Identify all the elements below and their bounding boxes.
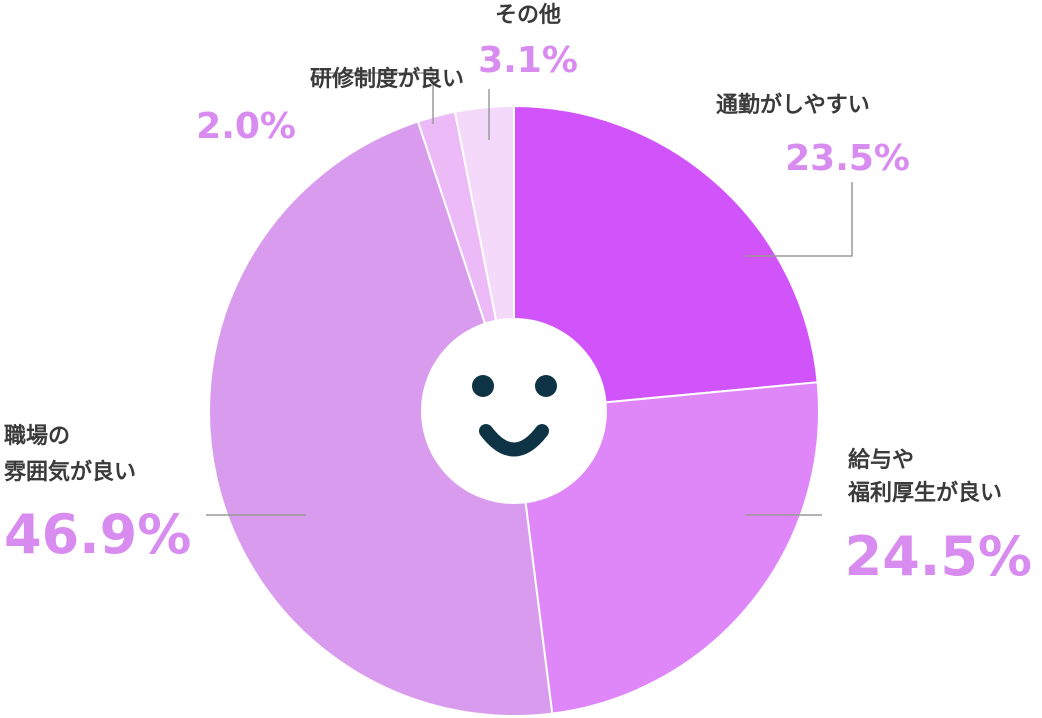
slice-value-label: 2.0% xyxy=(196,106,296,147)
pie-slice xyxy=(513,104,819,413)
center-circle xyxy=(421,318,607,504)
pie-slices xyxy=(208,104,820,717)
slice-value-label: 3.1% xyxy=(478,40,578,81)
slice-label: その他 xyxy=(495,3,561,28)
leader-line xyxy=(745,182,853,257)
smiley-face-icon xyxy=(472,375,557,457)
center-badge xyxy=(421,318,607,504)
slice-label: 研修制度が良い xyxy=(310,66,464,92)
leader-lines xyxy=(206,72,853,516)
slice-label: 通勤がしやすい xyxy=(716,92,870,118)
slice-value-label: 23.5% xyxy=(785,138,910,179)
leader-line xyxy=(312,72,434,124)
slice-label: 雰囲気が良い xyxy=(4,459,136,485)
slice-label: 職場の xyxy=(4,423,70,449)
slice-value-label: 24.5% xyxy=(845,525,1032,588)
slice-label: 給与や xyxy=(848,447,914,473)
slice-label: 福利厚生が良い xyxy=(847,480,1002,506)
pie-slice xyxy=(512,381,820,715)
slice-value-label: 46.9% xyxy=(4,503,191,566)
